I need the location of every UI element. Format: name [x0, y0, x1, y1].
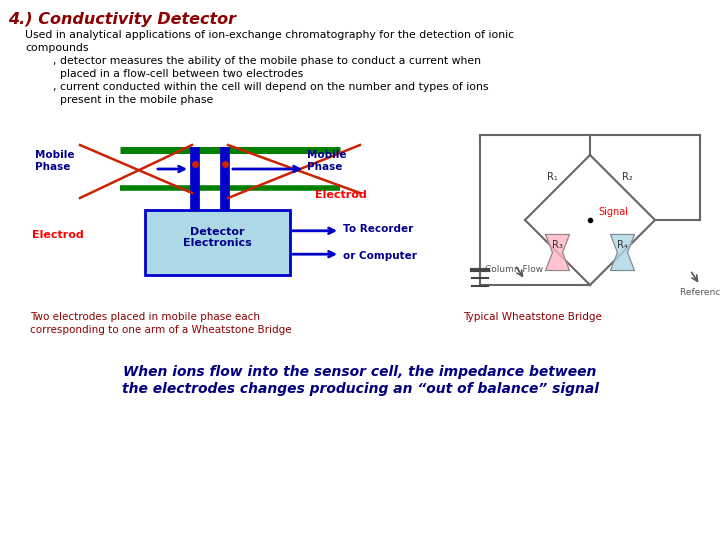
Text: , current conducted within the cell will depend on the number and types of ions: , current conducted within the cell will…: [25, 82, 488, 92]
Text: R₄: R₄: [617, 240, 628, 249]
Text: present in the mobile phase: present in the mobile phase: [25, 95, 213, 105]
Text: To Recorder: To Recorder: [343, 224, 413, 234]
Polygon shape: [611, 234, 634, 271]
Text: the electrodes changes producing an “out of balance” signal: the electrodes changes producing an “out…: [122, 382, 598, 396]
Text: When ions flow into the sensor cell, the impedance between: When ions flow into the sensor cell, the…: [123, 365, 597, 379]
Text: Mobile
Phase: Mobile Phase: [307, 150, 346, 172]
Text: R₁: R₁: [547, 172, 558, 181]
Text: Mobile
Phase: Mobile Phase: [35, 150, 74, 172]
Text: Typical Wheatstone Bridge: Typical Wheatstone Bridge: [463, 312, 602, 322]
Text: Detector
Electronics: Detector Electronics: [183, 227, 252, 248]
Text: or Computer: or Computer: [343, 251, 417, 261]
Text: Electrod: Electrod: [315, 190, 366, 200]
Text: Signal: Signal: [598, 207, 628, 217]
Text: Two electrodes placed in mobile phase each: Two electrodes placed in mobile phase ea…: [30, 312, 260, 322]
Text: 4.) Conductivity Detector: 4.) Conductivity Detector: [8, 12, 236, 27]
Text: R₂: R₂: [622, 172, 633, 181]
Text: Reference Flow: Reference Flow: [680, 288, 720, 297]
Text: compounds: compounds: [25, 43, 89, 53]
Polygon shape: [546, 234, 570, 271]
Text: placed in a flow-cell between two electrodes: placed in a flow-cell between two electr…: [25, 69, 303, 79]
Text: , detector measures the ability of the mobile phase to conduct a current when: , detector measures the ability of the m…: [25, 56, 481, 66]
Text: R₃: R₃: [552, 240, 563, 249]
Bar: [145, 210, 290, 275]
Text: Used in analytical applications of ion-exchange chromatography for the detection: Used in analytical applications of ion-e…: [25, 30, 514, 40]
Text: Electrod: Electrod: [32, 230, 84, 240]
Text: Column Flow: Column Flow: [485, 265, 543, 274]
Text: corresponding to one arm of a Wheatstone Bridge: corresponding to one arm of a Wheatstone…: [30, 325, 292, 335]
